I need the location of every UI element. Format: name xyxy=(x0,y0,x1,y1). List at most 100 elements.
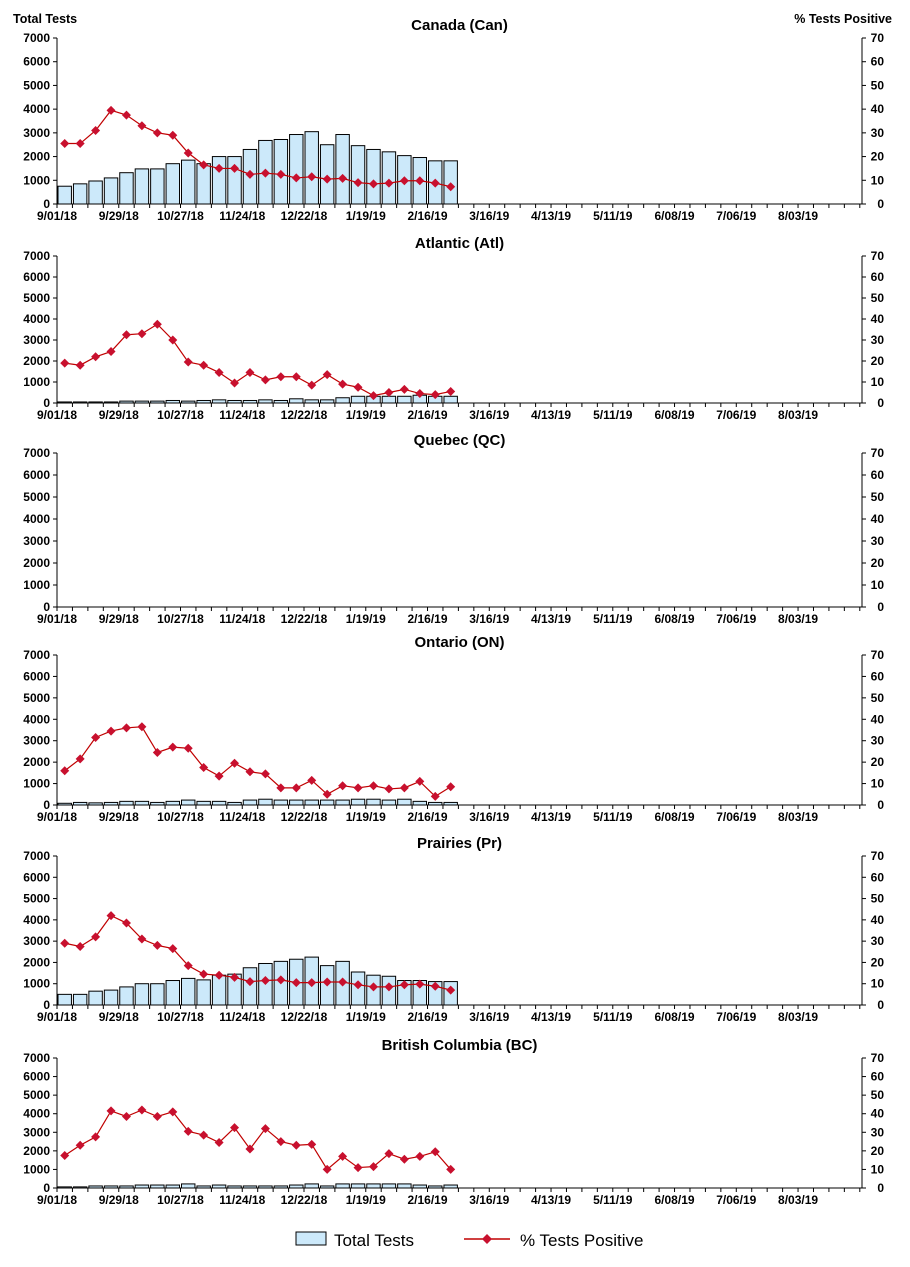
bar-total-tests xyxy=(443,395,458,404)
marker-pct-positive xyxy=(415,176,425,186)
bar-total-tests xyxy=(57,993,72,1006)
right-tick-label: 60 xyxy=(871,1070,885,1084)
left-tick-label: 4000 xyxy=(23,102,50,116)
x-tick-label: 11/24/18 xyxy=(219,1010,265,1024)
left-tick-label: 2000 xyxy=(23,556,50,570)
x-tick-label: 6/08/19 xyxy=(655,1193,695,1207)
x-tick-label: 11/24/18 xyxy=(219,408,265,422)
x-tick-label: 3/16/19 xyxy=(469,810,509,824)
x-tick-label: 9/29/18 xyxy=(99,1193,139,1207)
left-tick-label: 5000 xyxy=(23,892,50,906)
marker-pct-positive xyxy=(384,388,394,397)
bar-total-tests xyxy=(227,156,242,205)
bar-total-tests xyxy=(397,1183,412,1189)
right-tick-label: 10 xyxy=(871,578,885,592)
left-tick-label: 1000 xyxy=(23,578,50,592)
marker-pct-positive xyxy=(399,1154,409,1164)
left-tick-label: 7000 xyxy=(23,1051,50,1065)
right-tick-label: 30 xyxy=(871,734,885,748)
x-tick-label: 1/19/19 xyxy=(346,1010,386,1024)
marker-pct-positive xyxy=(245,977,255,987)
left-tick-label: 2000 xyxy=(23,354,50,368)
x-tick-label: 12/22/18 xyxy=(281,612,328,626)
right-tick-label: 70 xyxy=(871,446,885,460)
bar-total-tests xyxy=(134,168,150,205)
marker-pct-positive xyxy=(60,358,70,368)
x-tick-label: 6/08/19 xyxy=(655,408,695,422)
x-tick-label: 2/16/19 xyxy=(407,810,447,824)
bar-total-tests xyxy=(181,799,196,806)
x-tick-label: 3/16/19 xyxy=(469,209,509,223)
line-pct-positive xyxy=(64,726,451,798)
marker-pct-positive xyxy=(214,771,224,781)
marker-pct-positive xyxy=(446,1164,456,1174)
x-tick-label: 7/06/19 xyxy=(716,1193,756,1207)
right-tick-label: 10 xyxy=(871,1162,885,1176)
panel-2: Quebec (QC) 0 1000 2000 3000 4000 5000 6000 7000… xyxy=(23,432,884,626)
marker-pct-positive xyxy=(152,319,162,329)
x-tick-label: 8/03/19 xyxy=(778,209,818,223)
marker-pct-positive xyxy=(322,789,332,799)
marker-pct-positive xyxy=(121,723,131,733)
marker-pct-positive xyxy=(245,767,255,777)
right-tick-label: 50 xyxy=(871,691,885,705)
x-tick-label: 4/13/19 xyxy=(531,209,571,223)
left-tick-label: 7000 xyxy=(23,249,50,263)
left-tick-label: 1000 xyxy=(23,977,50,991)
x-tick-label: 7/06/19 xyxy=(716,612,756,626)
right-tick-label: 20 xyxy=(871,1144,885,1158)
x-tick-label: 4/13/19 xyxy=(531,1193,571,1207)
marker-pct-positive xyxy=(60,938,70,948)
marker-pct-positive xyxy=(60,766,70,776)
x-tick-label: 12/22/18 xyxy=(281,810,328,824)
bar-total-tests xyxy=(304,799,319,806)
marker-pct-positive xyxy=(168,742,178,752)
marker-pct-positive xyxy=(307,380,317,390)
right-tick-label: 0 xyxy=(877,600,884,614)
marker-pct-positive xyxy=(446,182,456,192)
x-tick-label: 12/22/18 xyxy=(281,1010,328,1024)
marker-pct-positive xyxy=(183,148,193,158)
marker-pct-positive xyxy=(137,934,147,944)
panel-title: Canada (Can) xyxy=(411,17,508,34)
marker-pct-positive xyxy=(353,783,363,793)
marker-pct-positive xyxy=(384,982,394,992)
bar-total-tests xyxy=(181,159,196,205)
left-tick-label: 6000 xyxy=(23,1070,50,1084)
x-tick-label: 3/16/19 xyxy=(469,408,509,422)
bar-total-tests xyxy=(211,156,227,205)
right-tick-label: 30 xyxy=(871,934,885,948)
x-tick-label: 11/24/18 xyxy=(219,209,265,223)
x-tick-label: 2/16/19 xyxy=(407,1010,447,1024)
marker-pct-positive xyxy=(353,1163,363,1173)
marker-pct-positive xyxy=(415,1151,425,1161)
marker-pct-positive xyxy=(338,1151,348,1161)
marker-pct-positive xyxy=(183,961,193,971)
right-tick-label: 20 xyxy=(871,150,885,164)
x-tick-label: 8/03/19 xyxy=(778,1010,818,1024)
marker-pct-positive xyxy=(415,776,425,786)
left-tick-label: 1000 xyxy=(23,1162,50,1176)
bar-total-tests xyxy=(119,986,134,1006)
right-tick-label: 0 xyxy=(877,396,884,410)
x-tick-label: 9/01/18 xyxy=(37,612,77,626)
bar-total-tests xyxy=(319,799,335,806)
left-tick-label: 6000 xyxy=(23,55,50,69)
marker-pct-positive xyxy=(260,168,270,178)
panel-3: Ontario (ON)0100020003000400050006000700… xyxy=(23,634,884,824)
marker-pct-positive xyxy=(322,1164,332,1174)
marker-pct-positive xyxy=(338,781,348,791)
bar-total-tests xyxy=(350,395,366,404)
x-tick-label: 2/16/19 xyxy=(407,209,447,223)
left-tick-label: 0 xyxy=(43,1181,50,1195)
marker-pct-positive xyxy=(245,368,255,378)
x-tick-label: 4/13/19 xyxy=(531,810,571,824)
marker-pct-positive xyxy=(106,347,116,357)
x-tick-label: 9/29/18 xyxy=(99,209,139,223)
line-pct-positive xyxy=(64,1109,452,1171)
x-tick-label: 5/11/19 xyxy=(593,408,633,422)
x-tick-label: 2/16/19 xyxy=(407,612,447,626)
x-tick-label: 11/24/18 xyxy=(219,810,265,824)
x-tick-label: 3/16/19 xyxy=(469,1193,509,1207)
panels: Canada (Can) 0 1000 2000 30 0 0 4000 5000 6000 700… xyxy=(23,17,884,1207)
